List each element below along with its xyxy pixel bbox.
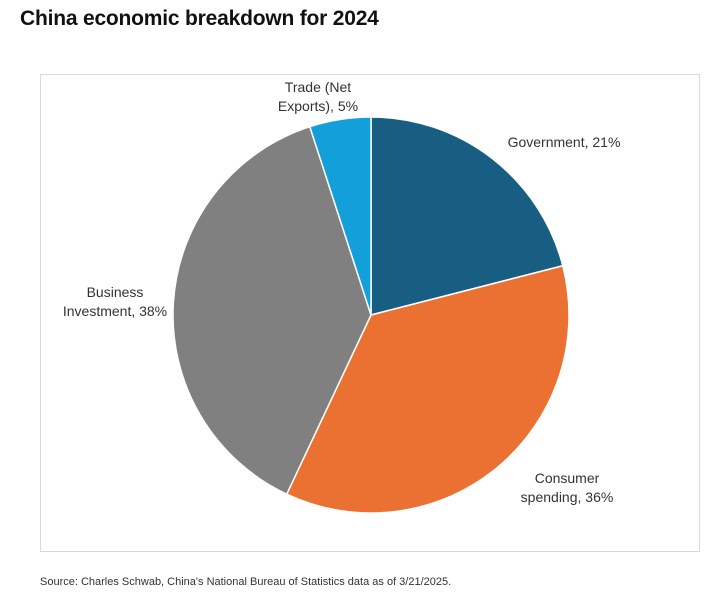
slice-label-line: Government, 21% (508, 134, 621, 150)
slice-label-line: Investment, 38% (63, 303, 167, 319)
pie-slice-consumer-spending (285, 265, 570, 514)
pie-chart: Government, 21% Consumer spending, 36% Busi… (63, 79, 621, 514)
slice-label-trade-net-exports: Trade (Net Exports), 5% (278, 79, 358, 114)
slice-label-government: Government, 21% (508, 134, 621, 150)
slice-label-line: Exports), 5% (278, 98, 358, 114)
pie-slice-government (370, 116, 564, 316)
slice-label-line: Trade (Net (285, 79, 352, 95)
source-note: Source: Charles Schwab, China's National… (40, 576, 452, 588)
slice-label-line: Consumer (535, 470, 600, 486)
slice-label-line: spending, 36% (521, 489, 614, 505)
pie-slice-business-investment (172, 125, 372, 495)
slice-label-line: Business (87, 284, 144, 300)
pie-slice-trade-net-exports (309, 116, 372, 316)
chart-frame: Government, 21% Consumer spending, 36% Busi… (40, 74, 700, 552)
slice-label-business-investment: Business Investment, 38% (63, 284, 167, 319)
slice-label-consumer-spending: Consumer spending, 36% (521, 470, 614, 505)
page-title: China economic breakdown for 2024 (20, 7, 379, 30)
pie-labels: Government, 21% Consumer spending, 36% Busi… (63, 79, 621, 505)
pie-slices (172, 116, 570, 514)
